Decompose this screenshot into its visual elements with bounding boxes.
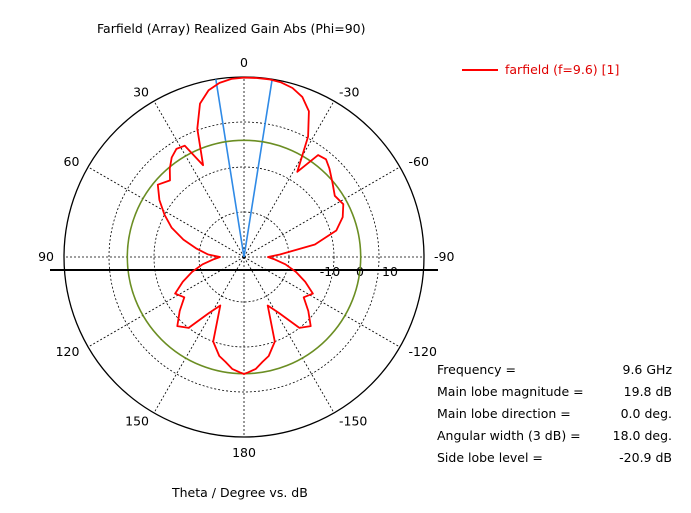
annotation-label: Main lobe direction = xyxy=(437,406,571,421)
annotation-value: 9.6 GHz xyxy=(623,362,673,377)
legend-label: farfield (f=9.6) [1] xyxy=(505,62,619,77)
annotation-label: Main lobe magnitude = xyxy=(437,384,584,399)
annotation-label: Side lobe level = xyxy=(437,450,543,465)
series-layer xyxy=(156,76,345,375)
grid-spoke xyxy=(153,256,245,414)
angle-label: 60 xyxy=(64,154,80,169)
x-axis-label: Theta / Degree vs. dB xyxy=(171,485,308,500)
chart-title: Farfield (Array) Realized Gain Abs (Phi=… xyxy=(97,21,366,36)
annotation-label: Angular width (3 dB) = xyxy=(437,428,581,443)
angle-label: -30 xyxy=(339,84,359,99)
legend: farfield (f=9.6) [1] xyxy=(462,62,619,77)
annotation-value: 18.0 deg. xyxy=(613,428,672,443)
annotation-label: Frequency = xyxy=(437,362,516,377)
grid-spoke xyxy=(87,256,245,348)
grid-spoke xyxy=(243,256,335,414)
beamwidth-line xyxy=(215,79,245,258)
radial-label: 10 xyxy=(382,264,398,279)
angle-label: 150 xyxy=(125,414,149,429)
polar-grid xyxy=(63,76,425,438)
radial-label: -10 xyxy=(320,264,340,279)
angle-label: -60 xyxy=(409,154,429,169)
series-line-1 xyxy=(156,76,345,375)
grid-ring-3 xyxy=(108,121,380,393)
grid-spoke xyxy=(243,256,401,348)
angle-label: 180 xyxy=(232,445,256,460)
angle-labels: 0 30 -30 60 -60 90 -90 120 -120 150 -150 180 xyxy=(38,55,454,460)
annotations: Frequency = 9.6 GHz Main lobe magnitude = 1… xyxy=(437,362,672,465)
angle-label: -150 xyxy=(339,414,367,429)
angle-label: 90 xyxy=(38,249,54,264)
angle-label: -120 xyxy=(409,344,437,359)
angle-label: 30 xyxy=(133,84,149,99)
grid-spoke xyxy=(153,100,245,258)
angle-label: 120 xyxy=(56,344,80,359)
grid-spoke xyxy=(87,166,245,258)
annotation-value: 0.0 deg. xyxy=(621,406,672,421)
grid-spoke xyxy=(243,100,335,258)
angle-label: -90 xyxy=(434,249,454,264)
beamwidth-line xyxy=(243,79,273,258)
annotation-value: 19.8 dB xyxy=(624,384,672,399)
annotation-value: -20.9 dB xyxy=(619,450,672,465)
angle-label: 0 xyxy=(240,55,248,70)
grid-spoke xyxy=(243,166,401,258)
